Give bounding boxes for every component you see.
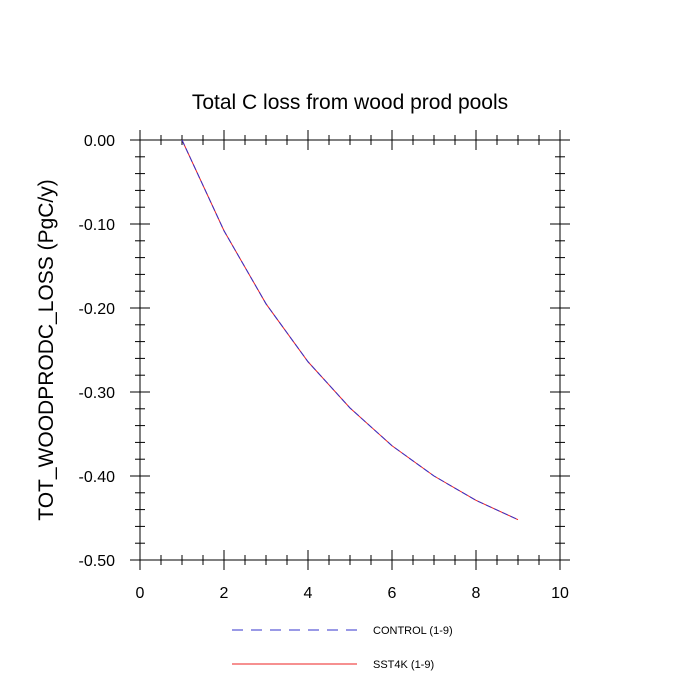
axes: 0 2 4 6 8 10 0.00 -0.10 -0.20 -0.30 -0.40 -0.50 [79,130,570,602]
x-tick-label: 4 [304,585,313,602]
series-line-1 [181,139,519,521]
x-tick-label: 6 [388,585,397,602]
legend-label-0: CONTROL (1-9) [373,625,453,637]
series-line-0 [181,139,519,521]
y-tick-label: 0.00 [84,133,115,150]
legend-label-1: SST4K (1-9) [373,659,434,671]
x-tick-label: 2 [220,585,229,602]
y-tick-label: -0.40 [79,469,116,486]
y-tick-label: -0.20 [79,301,116,318]
y-tick-label: -0.30 [79,385,116,402]
chart-title: Total C loss from wood prod pools [192,91,508,114]
legend: CONTROL (1-9) SST4K (1-9) [232,625,453,671]
x-tick-label: 0 [136,585,145,602]
y-tick-label: -0.50 [79,553,116,570]
y-axis-label: TOT_WOODPRODC_LOSS (PgC/y) [35,179,58,521]
x-tick-label: 10 [551,585,569,602]
x-tick-label: 8 [472,585,481,602]
series-lines [181,139,519,521]
plot-frame [139,139,561,561]
y-tick-label: -0.10 [79,217,116,234]
